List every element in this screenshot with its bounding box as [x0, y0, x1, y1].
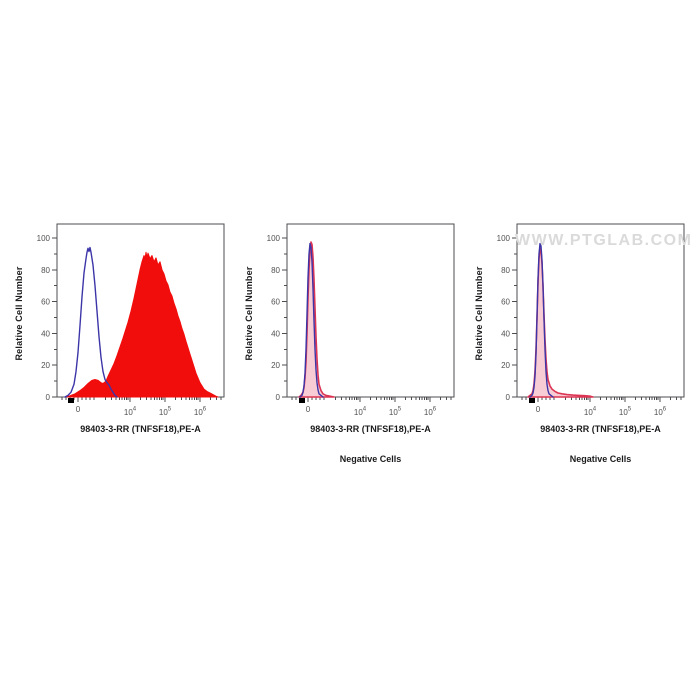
y-tick-label: 20 — [501, 361, 510, 370]
y-tick-label: 40 — [501, 329, 510, 338]
x-tick-label: 105 — [389, 407, 402, 418]
flow-histogram-panel-2: 0 20 40 60 80 100 0 104 105 106 Relative Cell Num… — [230, 210, 470, 490]
y-tick-label: 60 — [41, 298, 50, 307]
plot-area: 0 20 40 60 80 100 0 104 105 106 — [37, 223, 225, 418]
population-marker — [529, 398, 535, 403]
y-tick-label: 60 — [501, 298, 510, 307]
x-axis-label: 98403-3-RR (TNFSF18),PE-A — [310, 424, 431, 434]
x-tick-label: 0 — [536, 405, 541, 414]
population-marker — [68, 398, 74, 403]
y-axis-label: Relative Cell Number — [244, 266, 254, 361]
y-tick-label: 40 — [271, 329, 280, 338]
flow-histogram-panel-1: 0 20 40 60 80 100 0 104 105 106 Relative Cell Num… — [0, 210, 240, 490]
x-tick-label: 104 — [584, 407, 597, 418]
panel-subtitle: Negative Cells — [339, 454, 402, 464]
y-tick-label: 100 — [267, 234, 281, 243]
plot-area: 0 20 40 60 80 100 0 104 105 106 — [267, 223, 455, 418]
x-tick-label: 104 — [354, 407, 367, 418]
control-curve-blue — [299, 242, 324, 398]
y-tick-label: 0 — [46, 393, 51, 402]
y-tick-label: 0 — [276, 393, 281, 402]
x-tick-label: 0 — [306, 405, 311, 414]
panel-subtitle: Negative Cells — [569, 454, 632, 464]
population-marker — [299, 398, 305, 403]
y-tick-label: 0 — [506, 393, 511, 402]
plot-area: 0 20 40 60 80 100 0 104 105 106 — [497, 223, 685, 418]
x-axis-label: 98403-3-RR (TNFSF18),PE-A — [540, 424, 661, 434]
x-tick-label: 105 — [619, 407, 632, 418]
y-tick-label: 60 — [271, 298, 280, 307]
y-tick-label: 80 — [271, 266, 280, 275]
x-tick-label: 105 — [159, 407, 172, 418]
y-tick-label: 40 — [41, 329, 50, 338]
y-tick-label: 20 — [271, 361, 280, 370]
x-tick-label: 106 — [654, 407, 667, 418]
y-axis-label: Relative Cell Number — [474, 266, 484, 361]
x-tick-label: 104 — [124, 407, 137, 418]
control-curve-blue — [529, 242, 554, 398]
y-axis-label: Relative Cell Number — [14, 266, 24, 361]
x-tick-label: 106 — [194, 407, 207, 418]
y-tick-label: 80 — [501, 266, 510, 275]
y-tick-label: 20 — [41, 361, 50, 370]
x-tick-label: 106 — [424, 407, 437, 418]
control-curve-blue — [64, 246, 118, 398]
flow-histogram-panel-3: WWW.PTGLAB.COM 0 20 40 60 80 100 0 104 105 106 Re… — [460, 210, 700, 490]
y-tick-label: 100 — [497, 234, 511, 243]
y-tick-label: 100 — [37, 234, 51, 243]
y-tick-label: 80 — [41, 266, 50, 275]
x-tick-label: 0 — [76, 405, 81, 414]
x-axis-label: 98403-3-RR (TNFSF18),PE-A — [80, 424, 201, 434]
histogram-red-filled — [66, 251, 219, 398]
